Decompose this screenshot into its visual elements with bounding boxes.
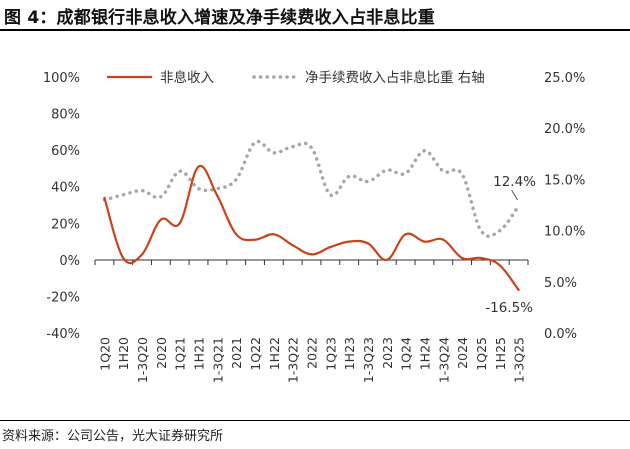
- x-tick-label: 1-3Q23: [361, 337, 376, 383]
- legend-label-non-interest: 非息收入: [160, 69, 214, 86]
- series-non-interest-income-point: [291, 244, 294, 247]
- y-right-tick-label: 10.0%: [544, 225, 585, 240]
- annotation-leader: [511, 189, 519, 201]
- x-tick-label: 1H20: [116, 337, 131, 370]
- y-left-tick-label: 40%: [51, 181, 80, 196]
- source-rule: [0, 420, 630, 421]
- x-tick-label: 1-3Q25: [512, 337, 527, 383]
- y-left-tick-label: 60%: [51, 144, 80, 159]
- series-non-interest-income-point: [366, 242, 370, 245]
- series-non-interest-income-point: [140, 253, 144, 256]
- y-left-tick-label: -20%: [46, 290, 80, 305]
- y-right-tick-label: 15.0%: [544, 173, 585, 188]
- y-right-tick-label: 0.0%: [544, 327, 577, 342]
- x-tick-label: 1-3Q21: [210, 337, 225, 383]
- series-non-interest-income-point: [197, 165, 200, 168]
- y-left-tick-label: 20%: [51, 217, 80, 232]
- x-tick-label: 1Q25: [474, 337, 489, 371]
- series-non-interest-income-point: [272, 233, 275, 236]
- figure-title: 图 4：成都银行非息收入增速及净手续费收入占非息比重: [4, 8, 435, 28]
- series-non-interest-income-point: [178, 222, 181, 225]
- x-tick-label: 1Q20: [97, 337, 112, 371]
- annotation-fee-share-last: 12.4%: [493, 174, 536, 190]
- y-left-tick-label: 100%: [43, 71, 80, 86]
- series-non-interest-income-point: [404, 233, 407, 236]
- series-non-interest-income-point: [517, 288, 520, 292]
- y-right-tick-label: 25.0%: [544, 71, 585, 86]
- series-non-interest-income-point: [103, 196, 106, 199]
- x-tick-label: 1H25: [493, 337, 508, 370]
- x-tick-label: 1Q23: [323, 337, 338, 371]
- series-non-interest-income-point: [498, 264, 501, 267]
- x-tick-label: 1H22: [267, 337, 282, 370]
- x-tick-label: 1H24: [417, 337, 432, 370]
- series-non-interest-income-point: [216, 194, 219, 197]
- y-right-tick-label: 20.0%: [544, 122, 585, 137]
- series-non-interest-income-point: [442, 238, 445, 241]
- y-left-tick-label: -40%: [46, 327, 80, 342]
- x-tick-label: 1Q22: [248, 337, 263, 371]
- series-non-interest-income-line: [103, 164, 520, 291]
- series-non-interest-income-point: [159, 218, 162, 221]
- x-tick-label: 1H21: [192, 337, 207, 370]
- series-non-interest-income-point: [253, 238, 257, 241]
- x-tick-label: 2022: [305, 337, 320, 369]
- annotation-non-interest-last: -16.5%: [485, 300, 533, 316]
- legend-label-fee-share: 净手续费收入占非息比重 右轴: [305, 69, 485, 86]
- series-non-interest-income-point: [423, 240, 426, 243]
- x-tick-label: 1-3Q24: [436, 337, 451, 383]
- series-non-interest-income-point: [310, 253, 313, 256]
- series-fee-share-line: [102, 139, 521, 238]
- series-non-interest-income-point: [385, 258, 388, 261]
- x-tick-label: 1H23: [342, 337, 357, 370]
- y-right-tick-label: 5.0%: [544, 276, 577, 291]
- source-note: 资料来源：公司公告，光大证券研究所: [2, 429, 224, 444]
- series-non-interest-income-point: [329, 245, 332, 249]
- series-non-interest-income-point: [348, 240, 351, 243]
- series-non-interest-income-point: [461, 256, 464, 260]
- title-rule: [0, 29, 630, 31]
- chart-canvas: -40% -20% 0% 20% 40% 60% 80% 100% 0.0% 5.0% 10.0% 1…: [43, 69, 585, 383]
- x-tick-label: 2021: [229, 337, 244, 369]
- x-tick-label: 1-3Q22: [286, 337, 301, 383]
- y-left-tick-label: 80%: [51, 108, 80, 123]
- x-tick-label: 1-3Q20: [135, 337, 150, 383]
- series-non-interest-income-point: [479, 256, 483, 260]
- x-tick-label: 2024: [455, 337, 470, 369]
- y-left-tick-label: 0%: [59, 254, 80, 269]
- series-non-interest-income-point: [235, 233, 238, 236]
- x-tick-label: 2020: [154, 337, 169, 369]
- series-non-interest-income-point: [122, 256, 125, 260]
- x-tick-label: 1Q24: [399, 337, 414, 371]
- x-tick-label: 1Q21: [173, 337, 188, 371]
- x-tick-label: 2023: [380, 337, 395, 369]
